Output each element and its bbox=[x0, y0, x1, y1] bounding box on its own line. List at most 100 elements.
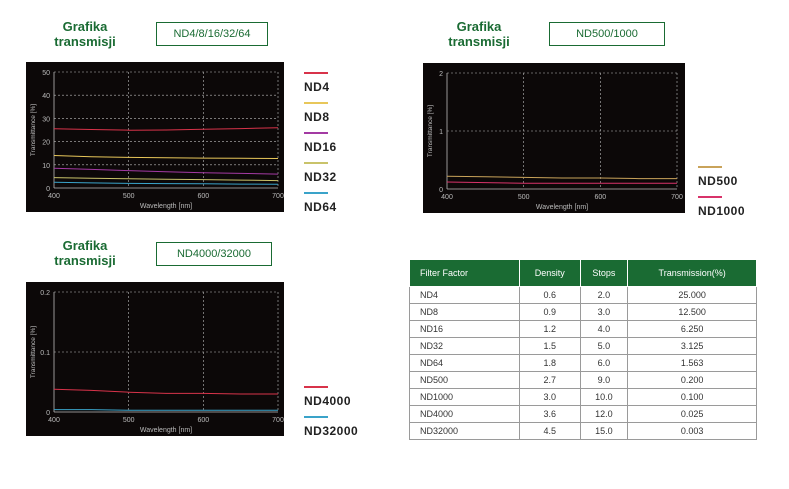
chart-background bbox=[26, 62, 284, 212]
cell-density: 1.8 bbox=[519, 354, 581, 372]
table-row: ND8 0.9 3.0 12.500 bbox=[408, 303, 757, 321]
panel1-title-line2: transmisji bbox=[54, 34, 116, 49]
panel1-box-label: ND4/8/16/32/64 bbox=[156, 22, 268, 46]
cell-filter-factor: ND32000 bbox=[408, 422, 521, 440]
cell-density: 3.0 bbox=[519, 388, 581, 406]
legend-label: ND32000 bbox=[304, 424, 359, 438]
legend-label: ND64 bbox=[304, 200, 337, 214]
cell-stops: 5.0 bbox=[579, 337, 629, 355]
legend-swatch bbox=[698, 166, 722, 168]
panel2-title: Grafika transmisji bbox=[434, 19, 524, 49]
legend-label: ND4 bbox=[304, 80, 330, 94]
series-line-nd1000 bbox=[446, 181, 677, 184]
chart-background bbox=[26, 282, 284, 436]
cell-filter-factor: ND4000 bbox=[408, 405, 521, 423]
panel3-title-line2: transmisji bbox=[54, 253, 116, 268]
legend-swatch bbox=[304, 102, 328, 104]
y-tick-label: 20 bbox=[42, 140, 50, 147]
x-tick-label: 700 bbox=[272, 417, 284, 424]
header-filter-factor: Filter Factor bbox=[408, 259, 521, 287]
cell-transmission: 0.100 bbox=[627, 388, 757, 406]
table-row: ND64 1.8 6.0 1.563 bbox=[408, 354, 757, 372]
series-line-nd64 bbox=[53, 181, 279, 185]
cell-filter-factor: ND8 bbox=[408, 303, 521, 321]
series-line-nd32000 bbox=[54, 409, 278, 411]
header-density: Density bbox=[519, 259, 581, 287]
panel2-title-line1: Grafika bbox=[456, 19, 502, 34]
legend-swatch bbox=[304, 192, 328, 194]
x-tick-label: 600 bbox=[594, 194, 606, 201]
x-tick-label: 400 bbox=[48, 417, 60, 424]
cell-density: 4.5 bbox=[519, 422, 581, 440]
cell-transmission: 25.000 bbox=[627, 286, 757, 304]
transmission-chart-nd500-1000: 400 500 600 700 0 1 2 Wavelength [nm] Transmitta… bbox=[423, 63, 685, 213]
series-line-nd4000 bbox=[53, 388, 278, 395]
cell-stops: 9.0 bbox=[579, 371, 629, 389]
header-transmission: Transmission(%) bbox=[627, 259, 757, 287]
series-line-nd16 bbox=[53, 167, 279, 175]
y-tick-label: 0.1 bbox=[40, 350, 50, 357]
transmission-chart-nd4000-32000: 400 500 600 700 0 0.1 0.2 Wavelength [nm] Transm… bbox=[26, 282, 284, 436]
legend-label: ND1000 bbox=[698, 204, 746, 218]
table-row: ND500 2.7 9.0 0.200 bbox=[408, 371, 757, 389]
cell-stops: 6.0 bbox=[579, 354, 629, 372]
cell-transmission: 12.500 bbox=[627, 303, 757, 321]
cell-stops: 12.0 bbox=[579, 405, 629, 423]
x-tick-label: 600 bbox=[197, 417, 209, 424]
cell-filter-factor: ND1000 bbox=[408, 388, 521, 406]
table-row: ND32000 4.5 15.0 0.003 bbox=[408, 422, 757, 440]
series-line-nd8 bbox=[53, 155, 279, 159]
chart-background bbox=[423, 63, 685, 213]
legend-label: ND500 bbox=[698, 174, 738, 188]
x-tick-label: 500 bbox=[123, 193, 135, 200]
y-tick-label: 10 bbox=[42, 163, 50, 170]
table-row: ND32 1.5 5.0 3.125 bbox=[408, 337, 757, 355]
y-axis-label: Transmittance [%] bbox=[30, 326, 37, 378]
series-line-nd500 bbox=[446, 175, 677, 180]
legend-label: ND4000 bbox=[304, 394, 352, 408]
legend-swatch bbox=[304, 132, 328, 134]
cell-stops: 3.0 bbox=[579, 303, 629, 321]
cell-density: 1.5 bbox=[519, 337, 581, 355]
x-tick-label: 700 bbox=[671, 194, 683, 201]
cell-stops: 15.0 bbox=[579, 422, 629, 440]
x-tick-label: 500 bbox=[123, 417, 135, 424]
x-tick-label: 400 bbox=[48, 193, 60, 200]
cell-density: 0.6 bbox=[519, 286, 581, 304]
cell-transmission: 3.125 bbox=[627, 337, 757, 355]
cell-transmission: 0.003 bbox=[627, 422, 757, 440]
cell-density: 2.7 bbox=[519, 371, 581, 389]
series-line-nd32 bbox=[53, 177, 279, 182]
table-row: ND16 1.2 4.0 6.250 bbox=[408, 320, 757, 338]
y-tick-label: 30 bbox=[42, 116, 50, 123]
table-header-row: Filter Factor Density Stops Transmission… bbox=[408, 259, 757, 287]
legend-swatch bbox=[304, 162, 328, 164]
table-row: ND4000 3.6 12.0 0.025 bbox=[408, 405, 757, 423]
legend-swatch bbox=[698, 196, 722, 198]
y-tick-label: 0.2 bbox=[40, 290, 50, 297]
legend-swatch bbox=[304, 416, 328, 418]
cell-stops: 2.0 bbox=[579, 286, 629, 304]
panel2-title-line2: transmisji bbox=[448, 34, 510, 49]
cell-density: 1.2 bbox=[519, 320, 581, 338]
cell-transmission: 0.025 bbox=[627, 405, 757, 423]
header-stops: Stops bbox=[579, 259, 629, 287]
cell-density: 0.9 bbox=[519, 303, 581, 321]
legend-swatch bbox=[304, 386, 328, 388]
cell-transmission: 0.200 bbox=[627, 371, 757, 389]
cell-filter-factor: ND4 bbox=[408, 286, 521, 304]
y-tick-label: 40 bbox=[42, 93, 50, 100]
panel2-box-label: ND500/1000 bbox=[549, 22, 665, 46]
cell-filter-factor: ND64 bbox=[408, 354, 521, 372]
x-tick-label: 600 bbox=[197, 193, 209, 200]
cell-filter-factor: ND32 bbox=[408, 337, 521, 355]
series-line-nd4 bbox=[53, 127, 279, 131]
x-axis-label: Wavelength [nm] bbox=[140, 427, 192, 434]
panel3-title-line1: Grafika bbox=[62, 238, 108, 253]
x-tick-label: 700 bbox=[272, 193, 284, 200]
y-tick-label: 1 bbox=[439, 129, 443, 136]
table-row: ND4 0.6 2.0 25.000 bbox=[408, 286, 757, 304]
transmission-chart-nd4-64: 400 500 600 700 0 10 20 30 40 50 Wavelength [nm] Tr… bbox=[26, 62, 284, 212]
x-tick-label: 500 bbox=[518, 194, 530, 201]
x-axis-label: Wavelength [nm] bbox=[140, 203, 192, 210]
